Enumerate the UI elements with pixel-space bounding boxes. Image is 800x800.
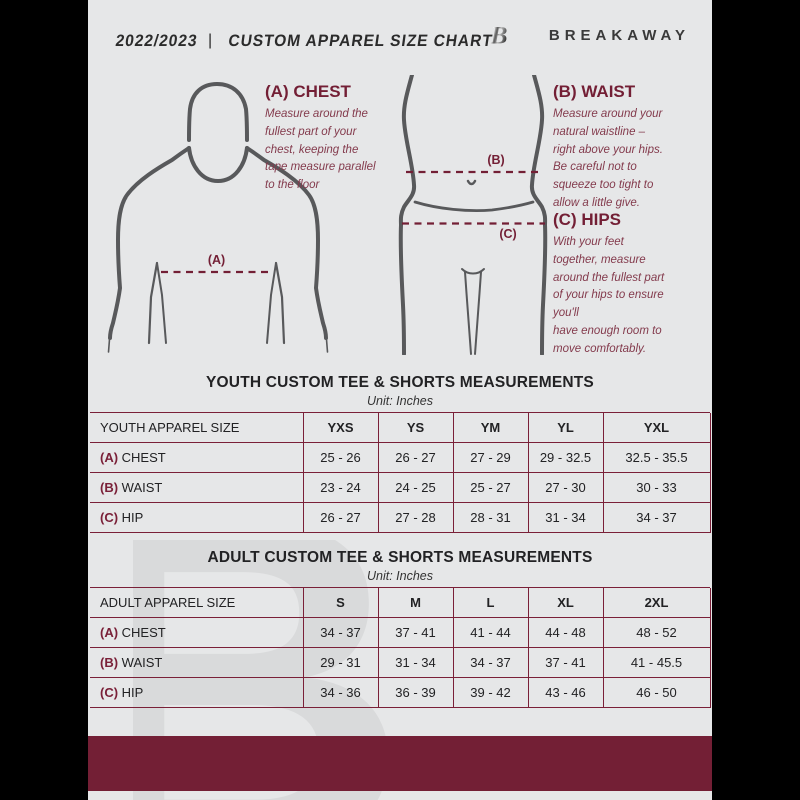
svg-text:(A): (A) <box>208 253 225 267</box>
svg-text:B: B <box>489 20 507 49</box>
svg-text:(B): (B) <box>487 153 504 167</box>
svg-text:(C): (C) <box>499 227 516 241</box>
